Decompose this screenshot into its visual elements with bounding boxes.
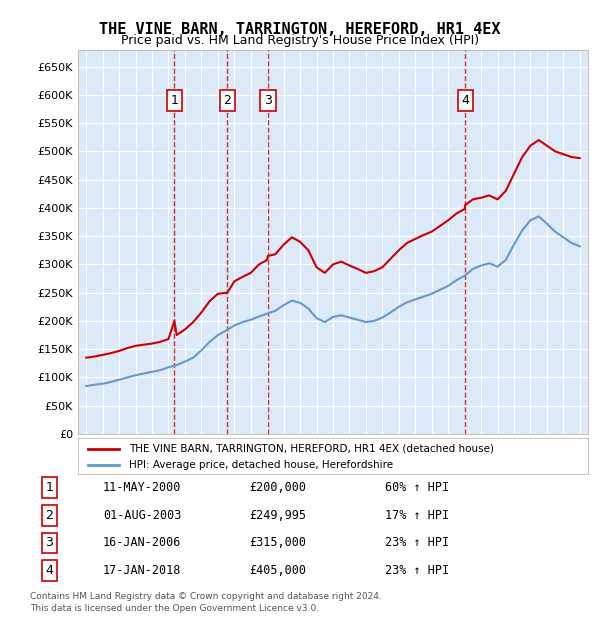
- Text: 3: 3: [46, 536, 53, 549]
- Text: HPI: Average price, detached house, Herefordshire: HPI: Average price, detached house, Here…: [129, 459, 393, 469]
- Text: 2: 2: [223, 94, 232, 107]
- Text: THE VINE BARN, TARRINGTON, HEREFORD, HR1 4EX (detached house): THE VINE BARN, TARRINGTON, HEREFORD, HR1…: [129, 443, 494, 453]
- Text: £200,000: £200,000: [250, 481, 307, 494]
- Text: 1: 1: [46, 481, 53, 494]
- Text: 11-MAY-2000: 11-MAY-2000: [103, 481, 181, 494]
- Text: 01-AUG-2003: 01-AUG-2003: [103, 509, 181, 522]
- Text: 17-JAN-2018: 17-JAN-2018: [103, 564, 181, 577]
- Text: 2: 2: [46, 509, 53, 522]
- Text: 4: 4: [46, 564, 53, 577]
- Text: 16-JAN-2006: 16-JAN-2006: [103, 536, 181, 549]
- Text: 1: 1: [170, 94, 178, 107]
- Text: 23% ↑ HPI: 23% ↑ HPI: [385, 536, 449, 549]
- Text: £405,000: £405,000: [250, 564, 307, 577]
- Text: £249,995: £249,995: [250, 509, 307, 522]
- Text: 17% ↑ HPI: 17% ↑ HPI: [385, 509, 449, 522]
- Text: 3: 3: [264, 94, 272, 107]
- Text: Price paid vs. HM Land Registry's House Price Index (HPI): Price paid vs. HM Land Registry's House …: [121, 34, 479, 47]
- Text: 60% ↑ HPI: 60% ↑ HPI: [385, 481, 449, 494]
- Text: THE VINE BARN, TARRINGTON, HEREFORD, HR1 4EX: THE VINE BARN, TARRINGTON, HEREFORD, HR1…: [99, 22, 501, 37]
- Text: 23% ↑ HPI: 23% ↑ HPI: [385, 564, 449, 577]
- Text: Contains HM Land Registry data © Crown copyright and database right 2024.
This d: Contains HM Land Registry data © Crown c…: [30, 592, 382, 613]
- Text: £315,000: £315,000: [250, 536, 307, 549]
- Text: 4: 4: [461, 94, 469, 107]
